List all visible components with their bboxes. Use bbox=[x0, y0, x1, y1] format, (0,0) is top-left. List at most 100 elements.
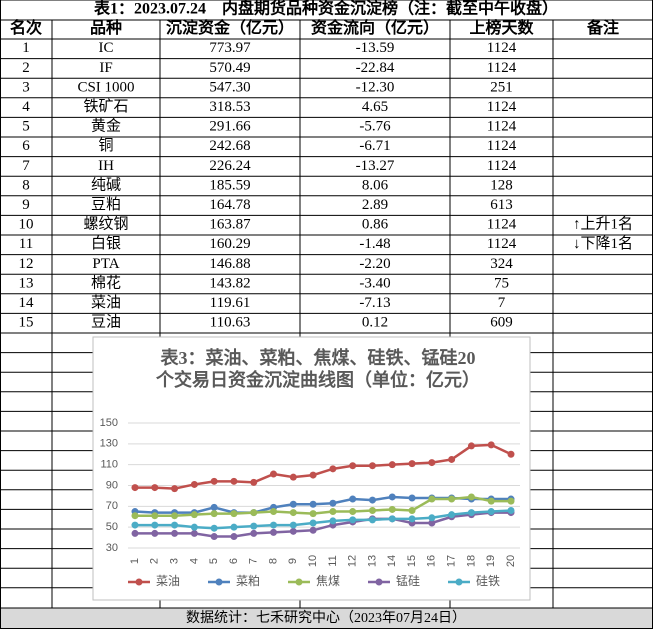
point bbox=[289, 509, 297, 517]
point bbox=[289, 527, 297, 535]
cell: 119.61 bbox=[210, 295, 251, 311]
cell: 163.87 bbox=[209, 217, 251, 233]
point bbox=[210, 510, 218, 518]
cell: 160.29 bbox=[209, 236, 250, 252]
point bbox=[388, 493, 396, 501]
cell: IC bbox=[99, 40, 114, 56]
point bbox=[448, 455, 456, 463]
point bbox=[131, 484, 139, 492]
point bbox=[230, 533, 238, 541]
cell: 铜 bbox=[98, 137, 113, 154]
point bbox=[210, 477, 218, 485]
cell: 棉花 bbox=[91, 274, 121, 291]
table-cells: 名次 品种 沉淀资金（亿元） 资金流向（亿元） 上榜天数 备注 1 IC 773.97 -13.5… bbox=[10, 18, 633, 330]
cell: 0.12 bbox=[362, 315, 388, 331]
legend-label: 菜粕 bbox=[236, 573, 260, 588]
x-tick-label: 6 bbox=[228, 558, 240, 564]
cell: 1124 bbox=[487, 138, 517, 154]
x-tick-label: 7 bbox=[248, 558, 260, 564]
cell: 4.65 bbox=[362, 99, 388, 115]
cell: 1124 bbox=[487, 158, 517, 174]
x-tick-label: 3 bbox=[168, 558, 180, 564]
point bbox=[368, 516, 376, 524]
cell: ↓下降1名 bbox=[573, 235, 633, 252]
y-tick-label: 50 bbox=[106, 521, 118, 533]
point bbox=[428, 459, 436, 467]
cell: -3.40 bbox=[359, 275, 390, 291]
legend-label: 菜油 bbox=[156, 574, 180, 588]
cell: -12.30 bbox=[356, 79, 395, 95]
cell: 14 bbox=[19, 295, 35, 311]
cell: 13 bbox=[19, 275, 34, 291]
legend-marker bbox=[455, 578, 463, 586]
header-cell: 上榜天数 bbox=[469, 18, 534, 37]
x-tick-label: 8 bbox=[267, 558, 279, 564]
point bbox=[467, 509, 475, 517]
x-tick-label: 2 bbox=[149, 558, 161, 564]
point bbox=[270, 521, 278, 529]
point bbox=[190, 523, 198, 531]
chart-box bbox=[92, 336, 531, 601]
cell: 1124 bbox=[487, 60, 517, 76]
y-tick-label: 110 bbox=[100, 459, 118, 471]
point bbox=[388, 461, 396, 469]
x-tick-label: 15 bbox=[406, 555, 418, 567]
legend-label: 焦煤 bbox=[316, 574, 340, 588]
point bbox=[171, 485, 179, 493]
cell: 2 bbox=[22, 60, 30, 76]
cell: 0.86 bbox=[362, 217, 389, 233]
cell: -6.71 bbox=[359, 138, 390, 154]
cell: 7 bbox=[498, 295, 506, 311]
cell: 251 bbox=[490, 79, 513, 95]
cell: 1124 bbox=[487, 40, 517, 56]
cell: 7 bbox=[22, 158, 30, 174]
x-tick-label: 13 bbox=[366, 555, 378, 567]
y-tick-label: 130 bbox=[100, 438, 118, 450]
point bbox=[190, 480, 198, 488]
point bbox=[408, 494, 416, 502]
cell: 铁矿石 bbox=[83, 98, 128, 115]
point bbox=[131, 512, 139, 520]
cell: 10 bbox=[19, 217, 34, 233]
point bbox=[428, 514, 436, 522]
cell: -13.59 bbox=[356, 40, 395, 56]
y-tick-label: 90 bbox=[106, 479, 118, 491]
cell: ↑上升1名 bbox=[573, 216, 633, 233]
point bbox=[448, 495, 456, 503]
point bbox=[210, 524, 218, 532]
cell: -1.48 bbox=[359, 236, 390, 252]
point bbox=[408, 460, 416, 468]
point bbox=[230, 477, 238, 485]
legend-marker bbox=[135, 578, 143, 586]
cell: -7.13 bbox=[359, 295, 390, 311]
cell: 6 bbox=[22, 138, 30, 154]
cell: 8 bbox=[22, 177, 30, 193]
point bbox=[467, 493, 475, 501]
cell: 547.30 bbox=[209, 79, 250, 95]
point bbox=[309, 526, 317, 534]
cell: 白银 bbox=[91, 235, 121, 252]
cell: 4 bbox=[22, 99, 30, 115]
point bbox=[250, 529, 258, 537]
point bbox=[190, 511, 198, 519]
cell: 110.63 bbox=[210, 315, 251, 331]
point bbox=[151, 484, 159, 492]
point bbox=[408, 507, 416, 514]
cell: 8.06 bbox=[362, 177, 389, 193]
point bbox=[329, 517, 337, 525]
cell: 1124 bbox=[487, 99, 517, 115]
x-tick-label: 12 bbox=[347, 555, 359, 567]
point bbox=[448, 511, 456, 519]
cell: 9 bbox=[22, 197, 30, 213]
cell: 5 bbox=[22, 119, 30, 135]
x-tick-label: 1 bbox=[129, 558, 141, 564]
point bbox=[368, 462, 376, 470]
cell: 185.59 bbox=[209, 177, 250, 193]
legend-marker bbox=[215, 578, 223, 586]
point bbox=[507, 507, 515, 514]
cell: 242.68 bbox=[209, 138, 250, 154]
cell: -5.76 bbox=[359, 119, 391, 135]
x-tick-label: 4 bbox=[188, 558, 200, 564]
